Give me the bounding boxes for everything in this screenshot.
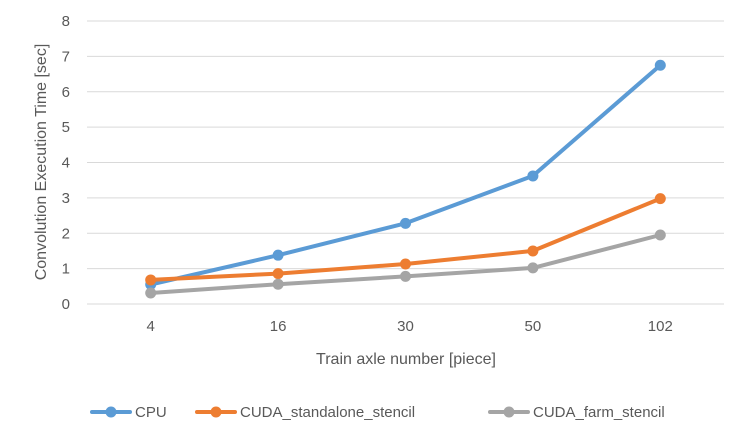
legend-label: CUDA_standalone_stencil — [240, 404, 415, 421]
legend-marker — [210, 406, 222, 418]
data-point — [654, 59, 666, 71]
legend-marker — [503, 406, 515, 418]
x-tick-label: 50 — [525, 318, 542, 335]
gridlines — [87, 20, 724, 305]
data-point — [145, 287, 157, 299]
series-line — [148, 63, 663, 287]
y-tick-label: 1 — [62, 261, 70, 278]
y-tick-label: 8 — [62, 13, 70, 30]
legend-item: CUDA_farm_stencil — [488, 404, 665, 421]
x-tick-label: 30 — [397, 318, 414, 335]
legend-label: CUDA_farm_stencil — [533, 404, 665, 421]
y-tick-label: 5 — [62, 119, 70, 136]
legend-label: CPU — [135, 404, 167, 421]
series-CUDA_standalone_stencil — [145, 193, 666, 286]
legend: CPU CUDA_standalone_stencil CUDA_farm_sten… — [90, 404, 665, 421]
y-tick-label: 3 — [62, 190, 70, 207]
data-point — [527, 245, 539, 257]
data-point — [272, 268, 284, 280]
y-tick-label: 2 — [62, 225, 70, 242]
x-tick-label: 16 — [270, 318, 287, 335]
data-point — [400, 270, 411, 282]
legend-marker — [105, 406, 117, 418]
x-tick-label: 102 — [648, 318, 673, 335]
data-point — [272, 278, 284, 290]
series-lines — [145, 59, 666, 299]
series-CUDA_farm_stencil — [145, 229, 666, 299]
data-point — [527, 262, 539, 274]
y-tick-label: 6 — [62, 84, 70, 101]
legend-item: CPU — [90, 404, 167, 421]
y-tick-label: 4 — [62, 155, 70, 172]
x-axis-tick-labels: 4 16 30 50 102 — [147, 318, 673, 335]
data-point — [400, 217, 411, 229]
y-axis-tick-labels: 0 1 2 3 4 5 6 7 8 — [62, 13, 70, 313]
data-point — [654, 229, 666, 241]
legend-item: CUDA_standalone_stencil — [195, 404, 415, 421]
data-point — [654, 193, 666, 205]
data-point — [527, 170, 539, 182]
data-point — [145, 274, 157, 286]
y-axis-title: Convolution Execution Time [sec] — [33, 44, 50, 281]
x-axis-title: Train axle number [piece] — [316, 351, 496, 368]
x-tick-label: 4 — [147, 318, 155, 335]
data-point — [400, 258, 411, 270]
y-tick-label: 0 — [62, 296, 70, 313]
y-tick-label: 7 — [62, 48, 70, 65]
data-point — [272, 249, 284, 261]
